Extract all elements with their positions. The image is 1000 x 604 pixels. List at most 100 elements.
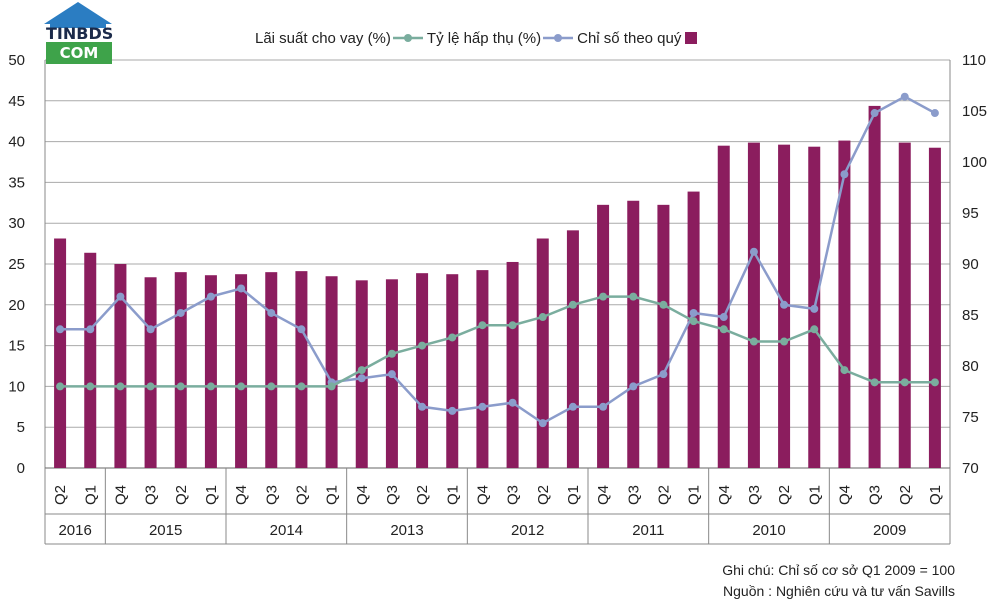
index-bar xyxy=(627,200,640,468)
legend-item-lending-rate: Lãi suất cho vay (%) xyxy=(255,30,423,47)
absorption-rate-point xyxy=(568,402,577,411)
chart-notes: Ghi chú: Chỉ số cơ sở Q1 2009 = 100 Nguồ… xyxy=(722,560,955,602)
quarter-label: Q1 xyxy=(82,485,99,505)
quarter-label: Q3 xyxy=(143,485,160,505)
lending-rate-point xyxy=(810,325,819,334)
absorption-rate-point xyxy=(629,382,638,391)
year-label: 2015 xyxy=(149,522,182,539)
absorption-rate-point xyxy=(930,109,939,118)
absorption-rate-point xyxy=(116,292,125,301)
quarter-label: Q1 xyxy=(203,485,220,505)
index-bar xyxy=(566,230,579,468)
left-axis-tick-label: 50 xyxy=(8,52,25,69)
lending-rate-point xyxy=(749,337,758,346)
absorption-rate-point xyxy=(599,402,608,411)
quarter-label: Q4 xyxy=(474,485,491,505)
index-bar xyxy=(54,238,67,468)
index-bar xyxy=(476,270,489,468)
absorption-rate-point xyxy=(176,308,185,317)
absorption-rate-point xyxy=(659,370,668,379)
index-bar xyxy=(657,204,670,468)
quarter-label: Q4 xyxy=(233,485,250,505)
index-bar xyxy=(204,275,217,468)
absorption-rate-point xyxy=(146,325,155,334)
quarter-label: Q2 xyxy=(535,485,552,505)
index-bar xyxy=(416,273,429,468)
house-roof-icon xyxy=(44,2,112,28)
right-axis-tick-label: 70 xyxy=(962,460,979,477)
index-bar xyxy=(325,276,338,468)
absorption-rate-point xyxy=(237,284,246,293)
absorption-rate-point xyxy=(418,402,427,411)
lending-rate-point xyxy=(900,378,909,387)
quarter-label: Q3 xyxy=(625,485,642,505)
index-bar xyxy=(928,147,941,468)
quarter-label: Q4 xyxy=(354,485,371,505)
absorption-rate-point xyxy=(780,300,789,309)
quarter-label: Q1 xyxy=(324,485,341,505)
lending-rate-point xyxy=(719,325,728,334)
lending-rate-line xyxy=(60,295,935,388)
absorption-rate-point xyxy=(810,304,819,313)
logo-text-top: TINBDS xyxy=(46,24,114,43)
lending-rate-point xyxy=(659,300,668,309)
index-bar xyxy=(295,271,308,468)
quarter-label: Q4 xyxy=(112,485,129,505)
lending-rate-point xyxy=(146,382,155,391)
quarter-label: Q4 xyxy=(716,485,733,505)
right-axis-tick-label: 105 xyxy=(962,103,987,120)
legend-label-lending-rate: Lãi suất cho vay (%) xyxy=(255,29,391,47)
index-bar xyxy=(506,261,519,468)
legend-item-absorption-rate: Tỷ lệ hấp thụ (%) xyxy=(427,30,574,47)
quarter-label: Q4 xyxy=(836,485,853,505)
index-bar xyxy=(687,191,700,468)
year-label: 2009 xyxy=(873,522,906,539)
lending-rate-point xyxy=(508,321,517,330)
quarter-label: Q1 xyxy=(565,485,582,505)
index-bar xyxy=(355,280,368,468)
absorption-rate-point xyxy=(508,398,517,407)
absorption-rate-point xyxy=(689,308,698,317)
lending-rate-point xyxy=(357,366,366,375)
legend-item-quarterly-index: Chỉ số theo quý xyxy=(577,30,698,47)
index-bar xyxy=(84,252,97,468)
lending-rate-point xyxy=(478,321,487,330)
index-bar xyxy=(174,272,187,468)
legend: Lãi suất cho vay (%) Tỷ lệ hấp thụ (%) C… xyxy=(255,26,701,50)
quarter-label: Q3 xyxy=(384,485,401,505)
lending-rate-point xyxy=(237,382,246,391)
absorption-rate-point xyxy=(357,374,366,383)
index-bar xyxy=(868,105,881,469)
quarter-label: Q2 xyxy=(414,485,431,505)
quarter-label: Q3 xyxy=(746,485,763,505)
quarter-label: Q1 xyxy=(806,485,823,505)
absorption-rate-point xyxy=(86,325,95,334)
lending-rate-point xyxy=(870,378,879,387)
lending-rate-point xyxy=(86,382,95,391)
quarter-label: Q2 xyxy=(173,485,190,505)
lending-rate-point xyxy=(930,378,939,387)
lending-rate-point xyxy=(780,337,789,346)
absorption-rate-line xyxy=(60,95,936,425)
right-axis-tick-label: 80 xyxy=(962,358,979,375)
absorption-rate-point xyxy=(478,402,487,411)
year-label: 2016 xyxy=(58,522,91,539)
lending-rate-point xyxy=(327,382,336,391)
line-marker-icon xyxy=(543,34,574,42)
lending-rate-point xyxy=(599,292,608,301)
right-axis-tick-label: 75 xyxy=(962,409,979,426)
lending-rate-point xyxy=(418,341,427,350)
quarter-label: Q2 xyxy=(897,485,914,505)
right-axis-tick-label: 95 xyxy=(962,205,979,222)
year-label: 2011 xyxy=(632,522,664,539)
absorption-rate-point xyxy=(267,308,276,317)
lending-rate-point xyxy=(387,349,396,358)
left-axis-tick-label: 30 xyxy=(8,215,25,232)
left-axis-tick-label: 35 xyxy=(8,174,25,191)
index-bar xyxy=(235,274,248,468)
index-bar xyxy=(265,272,278,468)
quarter-label: Q4 xyxy=(595,485,612,505)
quarter-label: Q1 xyxy=(444,485,461,505)
lending-rate-point xyxy=(267,382,276,391)
year-label: 2010 xyxy=(752,522,785,539)
